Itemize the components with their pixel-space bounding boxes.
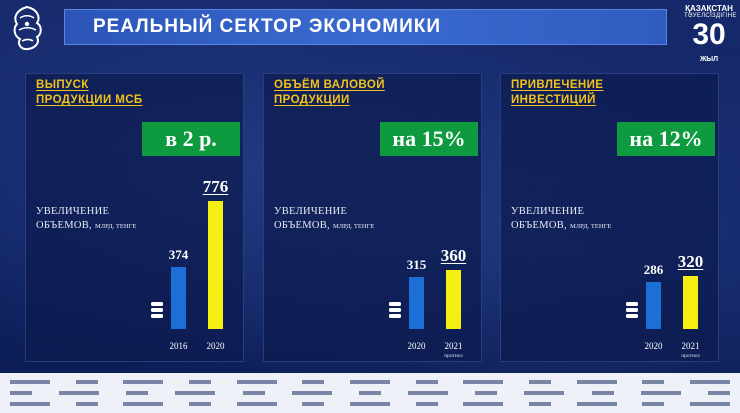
footer-row [10, 389, 730, 397]
growth-badge: в 2 р. [142, 122, 240, 156]
chart-panel-gross-output: ОБЪЁМ ВАЛОВОЙ ПРОДУКЦИИ на 15% УВЕЛИЧЕНИ… [263, 73, 482, 362]
coin-stack-icon [626, 302, 638, 318]
panel-title-line: ВЫПУСК [36, 79, 89, 91]
bar-2020 [208, 201, 223, 329]
bar-2020 [409, 277, 424, 329]
chart-panel-sme-output: ВЫПУСК ПРОДУКЦИИ МСБ в 2 р. УВЕЛИЧЕНИЕ О… [25, 73, 244, 362]
value-label-2021: 320 [677, 252, 704, 271]
increase-label: УВЕЛИЧЕНИЕ ОБЪЕМОВ, МЛРД. ТЕНГЕ [36, 205, 136, 234]
panel-title: ПРИВЛЕЧЕНИЕ ИНВЕСТИЦИЙ [511, 78, 603, 108]
value-label-2020: 286 [643, 262, 664, 277]
title-bar: РЕАЛЬНЫЙ СЕКТОР ЭКОНОМИКИ [64, 9, 667, 45]
value-label-2020: 315 [406, 257, 427, 272]
footer-row [10, 378, 730, 386]
increase-label-line: УВЕЛИЧЕНИЕ [511, 206, 585, 217]
value-label-2020: 776 [202, 177, 229, 196]
logo-country: ҚАЗАҚСТАН [685, 4, 733, 13]
value-label-2021: 360 [440, 246, 467, 265]
panel-title-line: ПРИВЛЕЧЕНИЕ [511, 79, 604, 91]
bar-2021 [683, 276, 698, 329]
panel-title-line: ПРОДУКЦИИ [274, 94, 350, 106]
snow-leopard-emblem-icon [13, 5, 42, 51]
logo-year-word: ЖЫЛ [699, 55, 719, 63]
logo-number: 30 [692, 18, 726, 51]
year-tick-label: 2021 [444, 341, 463, 351]
bar-2020 [646, 282, 661, 329]
unit-label: МЛРД. ТЕНГЕ [94, 223, 137, 230]
increase-label-line: УВЕЛИЧЕНИЕ [36, 206, 110, 217]
panel-title: ОБЪЁМ ВАЛОВОЙ ПРОДУКЦИИ [274, 78, 385, 108]
year-tick-label: 2016 [169, 341, 188, 351]
increase-label: УВЕЛИЧЕНИЕ ОБЪЕМОВ, МЛРД. ТЕНГЕ [511, 205, 611, 234]
footer-row [10, 400, 730, 408]
year-tick-label: 2020 [644, 341, 663, 351]
logo-subtitle: ТӘУЕЛСІЗДІГІНЕ [684, 13, 737, 19]
chart-panel-investment: ПРИВЛЕЧЕНИЕ ИНВЕСТИЦИЙ на 12% УВЕЛИЧЕНИЕ… [500, 73, 719, 362]
increase-label-line: УВЕЛИЧЕНИЕ [274, 206, 348, 217]
panel-title-line: ПРОДУКЦИИ МСБ [36, 94, 143, 106]
volumes-label: ОБЪЕМОВ, [511, 220, 567, 231]
unit-label: МЛРД. ТЕНГЕ [569, 223, 612, 230]
value-label-2016: 374 [168, 247, 189, 262]
panel-title: ВЫПУСК ПРОДУКЦИИ МСБ [36, 78, 143, 108]
forecast-label: прогноз [681, 353, 700, 359]
bar-2021 [446, 270, 461, 329]
growth-badge: на 12% [617, 122, 715, 156]
year-tick-label: 2021 [681, 341, 700, 351]
coin-stack-icon [389, 302, 401, 318]
panel-title-line: ИНВЕСТИЦИЙ [511, 94, 596, 106]
independence-30-logo: ҚАЗАҚСТАН ТӘУЕЛСІЗДІГІНЕ 30 ЖЫЛ [684, 4, 737, 63]
volumes-label: ОБЪЕМОВ, [274, 220, 330, 231]
growth-badge: на 15% [380, 122, 478, 156]
footer-strip [0, 373, 740, 413]
unit-label: МЛРД. ТЕНГЕ [332, 223, 375, 230]
forecast-label: прогноз [444, 353, 463, 359]
increase-label: УВЕЛИЧЕНИЕ ОБЪЕМОВ, МЛРД. ТЕНГЕ [274, 205, 374, 234]
panel-title-line: ОБЪЁМ ВАЛОВОЙ [274, 79, 385, 91]
year-tick-label: 2020 [206, 341, 225, 351]
bar-2016 [171, 267, 186, 329]
coin-stack-icon [151, 302, 163, 318]
year-tick-label: 2020 [407, 341, 426, 351]
page-title: РЕАЛЬНЫЙ СЕКТОР ЭКОНОМИКИ [93, 16, 441, 37]
volumes-label: ОБЪЕМОВ, [36, 220, 92, 231]
